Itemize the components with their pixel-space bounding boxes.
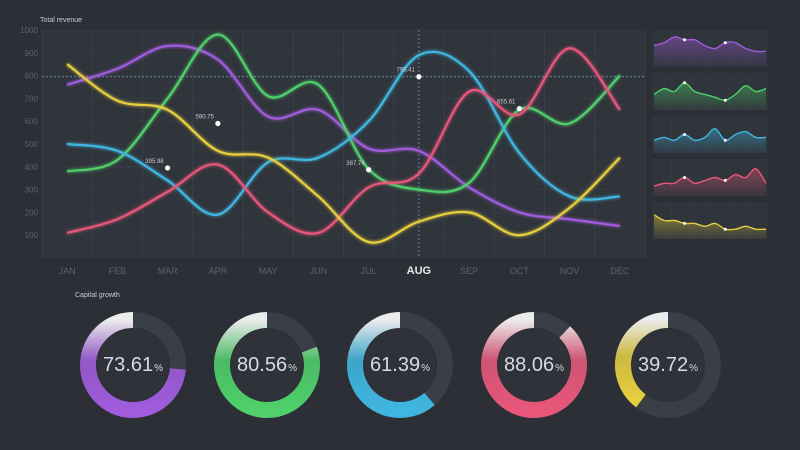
mini-point — [723, 41, 727, 45]
growth-title: Capital growth — [75, 292, 120, 299]
x-tick-label: JUL — [361, 266, 377, 276]
donut-number: 73.61 — [103, 353, 154, 376]
donut-number: 39.72 — [638, 353, 689, 376]
percent-sign: % — [555, 362, 564, 374]
mini-point — [723, 227, 727, 231]
mini-point — [683, 176, 687, 179]
mini-point — [683, 38, 687, 42]
y-tick-label: 200 — [25, 208, 39, 217]
donut-ring — [80, 312, 186, 418]
x-tick-label: SEP — [460, 266, 478, 276]
mini-point — [683, 133, 687, 136]
y-tick-label: 900 — [25, 49, 39, 58]
mini-point — [723, 98, 727, 102]
donut-ring — [481, 312, 587, 418]
mini-chart-pink — [652, 159, 768, 196]
data-point-label: 395.98 — [145, 159, 164, 165]
data-point-marker — [516, 106, 522, 112]
mini-line — [653, 214, 767, 231]
x-tick-label: DEC — [610, 266, 630, 276]
y-tick-label: 700 — [25, 94, 39, 103]
x-tick-label: JUN — [310, 266, 328, 276]
series-line-yellow — [66, 63, 621, 244]
donut-value: 73.61% — [78, 310, 188, 420]
x-tick-label: MAY — [259, 266, 278, 276]
x-tick-label: OCT — [510, 266, 530, 276]
donut-arc — [80, 312, 186, 418]
donut-center — [97, 329, 169, 401]
donut-value: 88.06% — [479, 310, 589, 420]
donut-arc — [481, 312, 587, 418]
data-point-marker — [165, 165, 171, 171]
y-tick-label: 1000 — [20, 26, 38, 35]
mini-chart-column — [652, 30, 768, 245]
donut-ring — [214, 312, 320, 418]
revenue-title: Total revenue — [40, 17, 83, 24]
mini-chart-yellow — [652, 202, 768, 239]
donut-pink: 88.06% — [479, 310, 589, 420]
data-point-marker — [215, 120, 221, 127]
donut-value: 39.72% — [613, 310, 723, 420]
donut-value: 80.56% — [212, 310, 322, 420]
donut-number: 88.06 — [504, 353, 555, 376]
data-point-marker — [366, 167, 372, 173]
mini-area — [654, 214, 766, 239]
data-point-label: 795.41 — [397, 68, 416, 74]
data-point-label: 387.74 — [346, 161, 365, 167]
y-tick-label: 500 — [25, 140, 39, 149]
donut-purple: 73.61% — [78, 310, 188, 420]
y-tick-label: 300 — [25, 186, 39, 195]
mini-line — [653, 82, 767, 101]
donut-arc — [347, 312, 435, 418]
donut-green: 80.56% — [212, 310, 322, 420]
data-point-label: 590.75 — [196, 114, 215, 120]
percent-sign: % — [689, 362, 698, 374]
percent-sign: % — [154, 362, 163, 374]
donut-blue: 61.39% — [345, 310, 455, 420]
mini-line — [653, 128, 767, 142]
mini-point — [683, 221, 687, 225]
y-tick-label: 600 — [25, 117, 39, 126]
mini-point — [723, 138, 727, 142]
series-line-purple — [66, 44, 621, 228]
donut-center — [498, 329, 570, 401]
mini-chart-green — [652, 73, 768, 110]
donut-yellow: 39.72% — [613, 310, 723, 420]
percent-sign: % — [421, 362, 430, 374]
mini-line — [653, 36, 767, 53]
x-tick-label: APR — [209, 266, 228, 276]
mini-chart-blue — [652, 116, 768, 153]
x-tick-label: AUG — [407, 265, 431, 277]
data-point-label: 655.61 — [497, 100, 516, 106]
series-line-green — [66, 33, 621, 194]
donut-center — [364, 329, 436, 401]
donut-ring — [347, 312, 453, 418]
mini-point — [723, 178, 727, 182]
donut-number: 61.39 — [370, 353, 421, 376]
x-tick-label: MAR — [158, 266, 179, 276]
y-tick-label: 100 — [25, 231, 39, 240]
donut-value: 61.39% — [345, 310, 455, 420]
percent-sign: % — [288, 362, 297, 374]
donut-arc — [615, 312, 669, 408]
data-point-marker — [416, 74, 422, 80]
x-tick-label: FEB — [109, 266, 127, 276]
donut-number: 80.56 — [237, 353, 288, 376]
mini-chart-purple — [652, 30, 768, 67]
donut-center — [632, 329, 704, 401]
donut-arc — [214, 312, 320, 418]
revenue-line-chart: 100 200 300 400 500 600 700 800 900 1000 JAN FEB MAR… — [20, 26, 646, 277]
series-line-pink — [66, 47, 621, 235]
mini-line — [653, 168, 767, 187]
donut-ring — [615, 312, 721, 418]
mini-point — [683, 81, 687, 85]
mini-area — [654, 128, 766, 153]
y-tick-label: 400 — [25, 163, 39, 172]
y-tick-label: 800 — [25, 72, 39, 81]
series-line-blue — [66, 50, 620, 216]
x-tick-label: JAN — [59, 266, 76, 276]
donut-center — [231, 329, 303, 401]
x-tick-label: NOV — [560, 266, 580, 276]
